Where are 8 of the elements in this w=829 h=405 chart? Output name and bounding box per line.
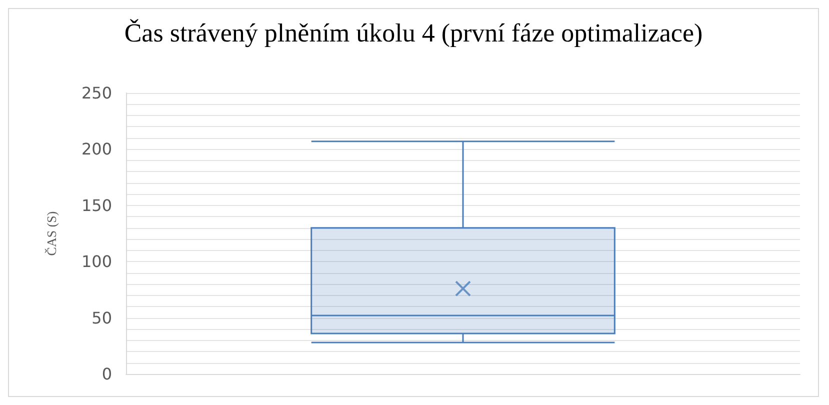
chart-title: Čas strávený plněním úkolu 4 (první fáze optimalizace)	[124, 18, 703, 48]
y-tick-label: 150	[81, 196, 112, 215]
y-axis-title: ČAS (S)	[44, 211, 59, 256]
y-tick-label: 0	[102, 364, 112, 384]
y-tick-label: 250	[81, 84, 112, 102]
y-tick-label: 200	[81, 140, 112, 159]
y-tick-label: 50	[92, 308, 112, 328]
y-tick-label: 100	[81, 252, 112, 272]
